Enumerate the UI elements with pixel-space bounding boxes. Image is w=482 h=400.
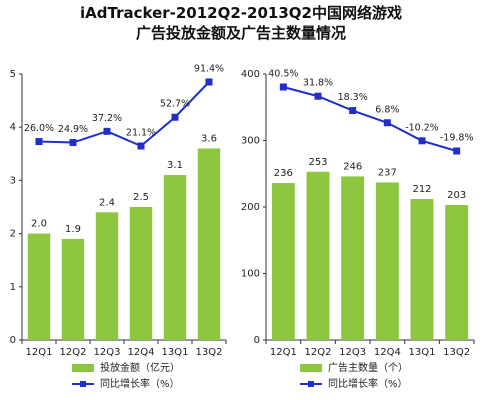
- growth-point: [279, 83, 287, 91]
- growth-label: 91.4%: [194, 64, 224, 75]
- chart-title-line1: iAdTracker-2012Q2-2013Q2中国网络游戏: [80, 4, 402, 22]
- bar-value-label: 2.4: [99, 197, 115, 208]
- y-tick-label: 3: [10, 175, 16, 186]
- growth-label: 21.1%: [126, 128, 156, 139]
- growth-label: 52.7%: [160, 99, 190, 110]
- x-tick-label: 12Q3: [94, 347, 121, 358]
- bar: [306, 171, 330, 340]
- bar-value-label: 1.9: [65, 224, 81, 235]
- growth-line: [283, 86, 457, 152]
- legend-swatch-bar: [72, 364, 94, 372]
- bar: [271, 183, 295, 340]
- bar-value-label: 3.1: [167, 160, 183, 171]
- growth-label: -10.2%: [405, 122, 439, 133]
- bar: [95, 212, 119, 340]
- growth-point: [453, 147, 461, 155]
- growth-label: 18.3%: [338, 92, 368, 103]
- x-tick-label: 12Q2: [60, 347, 87, 358]
- x-tick-label: 12Q4: [128, 347, 155, 358]
- legend-swatch-marker: [308, 381, 314, 387]
- y-tick-label: 300: [241, 136, 260, 147]
- growth-label: 31.8%: [303, 78, 333, 89]
- legend-label-bar: 投放金额（亿元）: [100, 361, 180, 374]
- bar-value-label: 2.0: [31, 219, 47, 230]
- legend-swatch-marker: [80, 381, 86, 387]
- x-tick-label: 12Q3: [339, 347, 366, 358]
- bar: [197, 148, 221, 340]
- x-tick-label: 12Q4: [374, 347, 401, 358]
- bar-value-label: 212: [412, 184, 431, 195]
- bar-value-label: 246: [343, 161, 362, 172]
- bar-value-label: 3.6: [201, 133, 217, 144]
- bar: [61, 238, 85, 340]
- chart-title-line2: 广告投放金额及广告主数量情况: [135, 24, 346, 42]
- chart-panel-1: [19, 73, 227, 387]
- bar: [163, 175, 187, 340]
- growth-line: [38, 81, 210, 148]
- growth-point: [205, 78, 213, 86]
- y-tick-label: 0: [10, 335, 16, 346]
- legend-label-bar: 广告主数量（个）: [328, 361, 408, 374]
- y-tick-label: 5: [10, 69, 16, 80]
- bar: [375, 182, 399, 340]
- growth-point: [349, 107, 357, 115]
- x-tick-label: 13Q1: [162, 347, 189, 358]
- growth-label: -19.8%: [440, 133, 474, 144]
- growth-label: 24.9%: [58, 124, 88, 135]
- bar: [129, 207, 153, 340]
- bar-value-label: 237: [378, 167, 397, 178]
- y-tick-label: 4: [10, 122, 16, 133]
- bar-value-label: 2.5: [133, 192, 149, 203]
- bar: [445, 205, 469, 340]
- x-tick-label: 13Q2: [196, 347, 223, 358]
- legend-label-line: 同比增长率（%）: [328, 377, 408, 390]
- x-tick-label: 12Q1: [270, 347, 297, 358]
- growth-point: [69, 139, 77, 147]
- growth-point: [137, 142, 145, 150]
- growth-point: [383, 119, 391, 127]
- chart-panel-2: [263, 73, 475, 387]
- legend-swatch-bar: [300, 364, 322, 372]
- growth-point: [418, 137, 426, 145]
- growth-point: [103, 127, 111, 135]
- y-tick-label: 1: [10, 282, 16, 293]
- x-tick-label: 12Q2: [305, 347, 332, 358]
- growth-point: [171, 113, 179, 121]
- bar: [410, 199, 434, 340]
- legend-label-line: 同比增长率（%）: [100, 377, 180, 390]
- y-tick-label: 2: [10, 229, 16, 240]
- growth-label: 37.2%: [92, 113, 122, 124]
- growth-label: 26.0%: [24, 123, 54, 134]
- y-tick-label: 100: [241, 269, 260, 280]
- bar: [341, 176, 365, 340]
- bar-value-label: 236: [274, 168, 293, 179]
- x-tick-label: 13Q1: [409, 347, 436, 358]
- y-tick-label: 0: [254, 335, 260, 346]
- growth-point: [35, 138, 43, 146]
- y-tick-label: 200: [241, 202, 260, 213]
- bar-value-label: 253: [308, 157, 327, 168]
- x-tick-label: 13Q2: [443, 347, 470, 358]
- y-tick-label: 400: [241, 69, 260, 80]
- bar: [27, 233, 51, 340]
- growth-point: [314, 92, 322, 100]
- x-tick-label: 12Q1: [26, 347, 53, 358]
- bar-value-label: 203: [447, 190, 466, 201]
- growth-label: 40.5%: [268, 69, 298, 80]
- growth-label: 6.8%: [375, 104, 399, 115]
